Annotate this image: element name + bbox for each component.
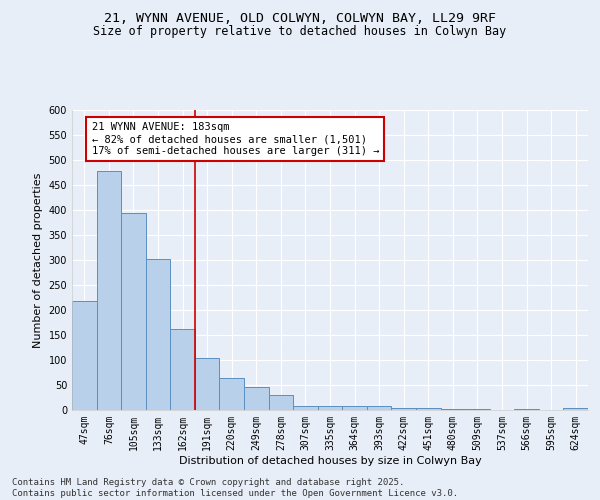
Text: 21 WYNN AVENUE: 183sqm
← 82% of detached houses are smaller (1,501)
17% of semi-: 21 WYNN AVENUE: 183sqm ← 82% of detached… [92, 122, 379, 156]
Bar [293, 406, 318, 410]
Bar [121, 212, 146, 410]
Bar [195, 358, 220, 410]
Bar [367, 406, 391, 410]
Text: Size of property relative to detached houses in Colwyn Bay: Size of property relative to detached ho… [94, 25, 506, 38]
Bar [244, 386, 269, 410]
Bar [514, 409, 539, 410]
Y-axis label: Number of detached properties: Number of detached properties [33, 172, 43, 348]
Bar [318, 406, 342, 410]
Bar [391, 408, 416, 410]
Bar [563, 408, 588, 410]
Bar [72, 300, 97, 410]
Bar [146, 259, 170, 410]
Text: 21, WYNN AVENUE, OLD COLWYN, COLWYN BAY, LL29 9RF: 21, WYNN AVENUE, OLD COLWYN, COLWYN BAY,… [104, 12, 496, 26]
Bar [440, 409, 465, 410]
Bar [220, 378, 244, 410]
Bar [416, 408, 440, 410]
Text: Contains HM Land Registry data © Crown copyright and database right 2025.
Contai: Contains HM Land Registry data © Crown c… [12, 478, 458, 498]
X-axis label: Distribution of detached houses by size in Colwyn Bay: Distribution of detached houses by size … [179, 456, 481, 466]
Bar [269, 394, 293, 410]
Bar [97, 170, 121, 410]
Bar [342, 406, 367, 410]
Bar [465, 409, 490, 410]
Bar [170, 328, 195, 410]
